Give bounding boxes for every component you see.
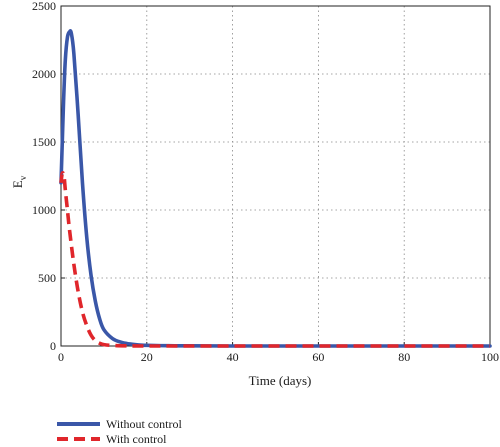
x-tick-label: 100 xyxy=(481,350,499,364)
x-tick-label: 0 xyxy=(58,350,64,364)
x-tick-label: 40 xyxy=(227,350,239,364)
y-tick-label: 1000 xyxy=(32,203,56,217)
x-tick-label: 60 xyxy=(312,350,324,364)
x-axis-label: Time (days) xyxy=(249,373,312,388)
y-axis-label-subscript: v xyxy=(18,175,28,180)
legend: Without control With control xyxy=(57,417,183,446)
y-tick-label: 500 xyxy=(38,271,56,285)
legend-label-without-control: Without control xyxy=(106,417,183,431)
x-tick-label: 80 xyxy=(398,350,410,364)
series-line-with-control xyxy=(59,171,490,348)
y-tick-label: 2500 xyxy=(32,0,56,13)
plot-frame xyxy=(60,5,491,347)
y-tick-label: 2000 xyxy=(32,67,56,81)
y-tick-label: 1500 xyxy=(32,135,56,149)
legend-label-with-control: With control xyxy=(106,432,167,446)
x-tick-label: 20 xyxy=(141,350,153,364)
y-tick-label: 0 xyxy=(50,339,56,353)
grid-lines xyxy=(61,6,490,346)
y-axis-label-main: E xyxy=(10,180,25,188)
series-line-without-control xyxy=(59,29,492,348)
y-axis-label: Ev xyxy=(10,175,28,188)
series-lines xyxy=(59,29,492,348)
